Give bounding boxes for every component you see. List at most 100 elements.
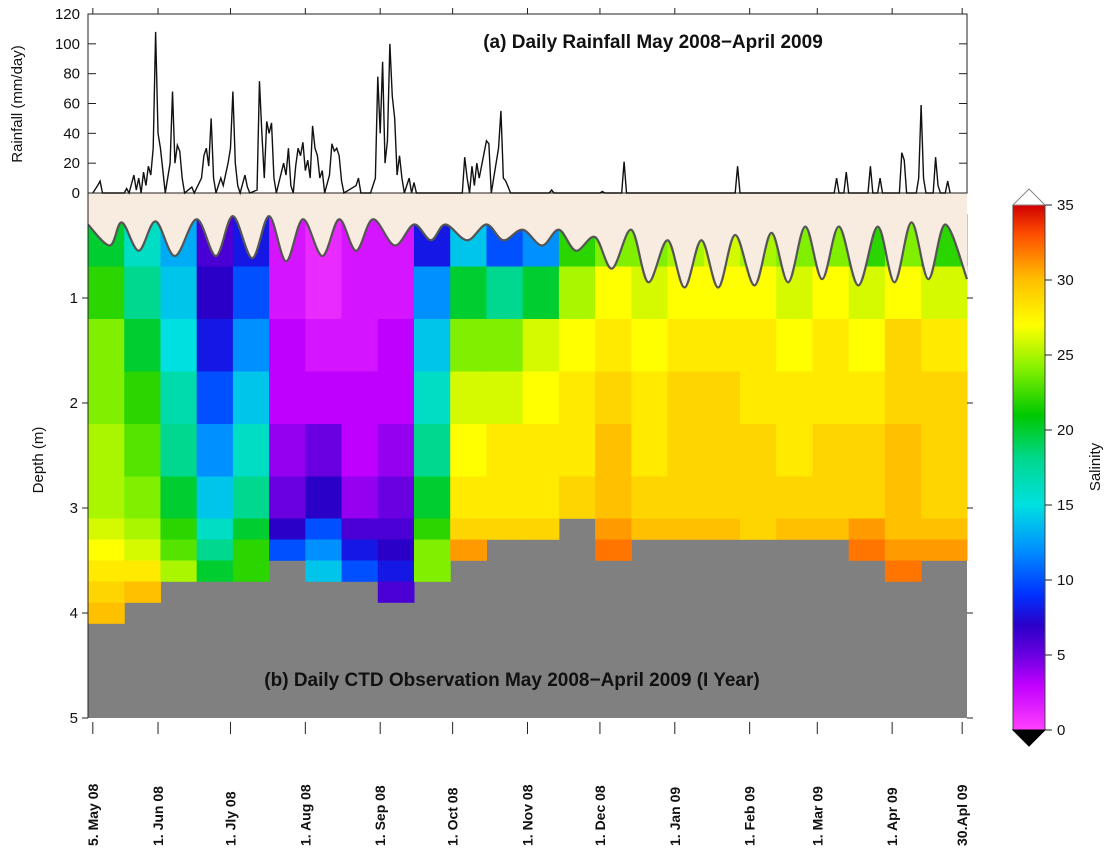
heatmap-cell <box>377 581 415 603</box>
heatmap-cell <box>667 319 705 372</box>
heatmap-cell <box>450 319 487 372</box>
heatmap-cell <box>232 424 270 477</box>
ctd-title: (b) Daily CTD Observation May 2008−April… <box>264 670 759 691</box>
heatmap-cell <box>269 518 306 540</box>
heatmap-cell <box>703 424 741 477</box>
heatmap-cell <box>414 560 451 582</box>
heatmap-cell <box>631 424 669 477</box>
x-tick-label: 5. May 08 <box>85 784 101 846</box>
heatmap-cell <box>486 319 524 372</box>
heatmap-cell <box>631 319 669 372</box>
heatmap-cell <box>740 371 777 425</box>
heatmap-cell <box>305 518 343 540</box>
heatmap-cell <box>414 539 451 561</box>
heatmap-cell <box>160 371 198 425</box>
colorbar-tick-label: 35 <box>1057 197 1074 214</box>
heatmap-cell <box>341 424 379 477</box>
x-tick-label: 1. Feb 09 <box>742 786 758 846</box>
colorbar-label: Salinity <box>1087 442 1104 491</box>
heatmap-cell <box>703 319 741 372</box>
rainfall-y-tick-label: 60 <box>63 96 80 113</box>
heatmap-cell <box>776 319 813 372</box>
heatmap-cell <box>196 560 234 582</box>
heatmap-cell <box>124 476 161 519</box>
heatmap-cell <box>631 371 669 425</box>
heatmap-cell <box>88 560 125 582</box>
heatmap-cell <box>377 266 415 320</box>
heatmap-cell <box>450 539 487 561</box>
heatmap-cell <box>595 518 632 540</box>
heatmap-cell <box>124 581 161 603</box>
heatmap-cell <box>196 319 234 372</box>
heatmap-cell <box>305 371 343 425</box>
heatmap-cell <box>921 518 968 540</box>
heatmap-cell <box>486 266 524 320</box>
heatmap-cell <box>88 476 125 519</box>
heatmap-cell <box>88 424 125 477</box>
heatmap-cell <box>450 266 487 320</box>
x-tick-label: 30.Apl 09 <box>954 784 970 846</box>
heatmap-cell <box>884 371 922 425</box>
rainfall-y-label: Rainfall (mm/day) <box>9 45 26 163</box>
heatmap-cell <box>124 371 161 425</box>
heatmap-cell <box>522 518 560 540</box>
heatmap-cell <box>341 266 379 320</box>
heatmap-cell <box>414 476 451 519</box>
x-tick-label: 1. Jun 08 <box>150 786 166 846</box>
rainfall-line <box>92 31 951 196</box>
heatmap-cell <box>124 560 161 582</box>
x-tick-label: 1. Aug 08 <box>297 784 313 846</box>
heatmap-cell <box>558 424 596 477</box>
heatmap-cell <box>269 319 306 372</box>
heatmap-cell <box>341 371 379 425</box>
rainfall-y-tick-label: 100 <box>55 36 80 53</box>
heatmap-cell <box>776 371 813 425</box>
heatmap-cell <box>124 518 161 540</box>
heatmap-cell <box>88 319 125 372</box>
heatmap-cell <box>522 424 560 477</box>
heatmap-cell <box>196 539 234 561</box>
heatmap-cell <box>631 518 669 540</box>
heatmap-cell <box>196 476 234 519</box>
x-tick-label: 1. Dec 08 <box>592 785 608 846</box>
colorbar-tick-label: 20 <box>1057 422 1074 439</box>
heatmap-cell <box>667 424 705 477</box>
heatmap-cell <box>88 518 125 540</box>
heatmap-cell <box>595 319 632 372</box>
colorbar-tick-label: 15 <box>1057 497 1074 514</box>
heatmap-cell <box>740 476 777 519</box>
heatmap-cell <box>269 266 306 320</box>
heatmap-cell <box>558 476 596 519</box>
heatmap-cell <box>884 319 922 372</box>
heatmap-cell <box>848 371 886 425</box>
heatmap-cell <box>921 424 968 477</box>
heatmap-cell <box>558 319 596 372</box>
heatmap-cell <box>486 424 524 477</box>
heatmap-cell <box>667 476 705 519</box>
heatmap-cell <box>196 371 234 425</box>
rainfall-y-tick-label: 120 <box>55 6 80 23</box>
heatmap-cell <box>160 424 198 477</box>
heatmap-cell <box>812 371 850 425</box>
heatmap-cell <box>884 518 922 540</box>
rainfall-y-tick-label: 0 <box>72 185 80 202</box>
heatmap-cell <box>884 424 922 477</box>
colorbar-under <box>1011 729 1047 747</box>
heatmap-cell <box>667 371 705 425</box>
heatmap-cell <box>160 539 198 561</box>
heatmap-cell <box>305 560 343 582</box>
x-tick-label: 1. Nov 08 <box>520 784 536 846</box>
heatmap-cell <box>776 476 813 519</box>
heatmap-cell <box>377 319 415 372</box>
heatmap-cell <box>232 518 270 540</box>
heatmap-cell <box>450 371 487 425</box>
heatmap-cell <box>414 371 451 425</box>
heatmap-cell <box>848 424 886 477</box>
heatmap-cell <box>740 424 777 477</box>
heatmap-cell <box>740 518 777 540</box>
heatmap-cell <box>667 518 705 540</box>
heatmap-cell <box>377 518 415 540</box>
colorbar-tick-label: 5 <box>1057 647 1065 664</box>
heatmap-cell <box>486 371 524 425</box>
heatmap-cell <box>740 319 777 372</box>
